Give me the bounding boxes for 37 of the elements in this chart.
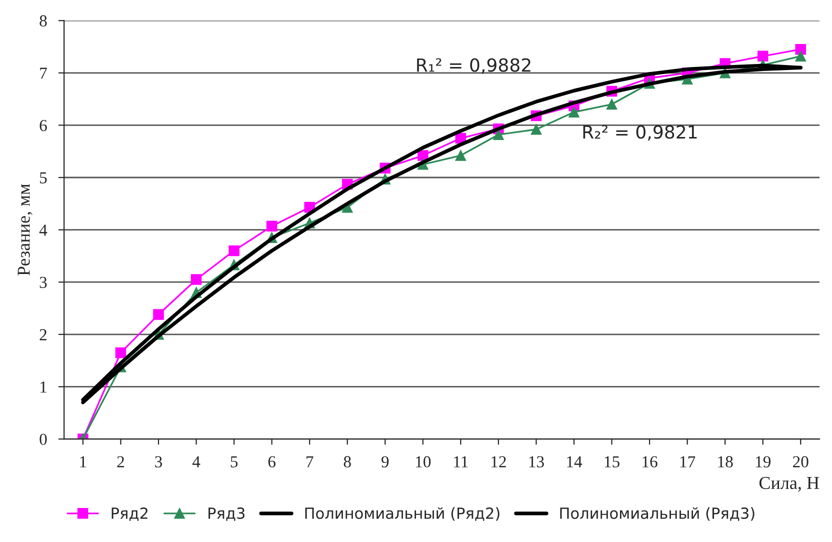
annotation: R₁² = 0,9882 [417,58,530,74]
x-tick-label: 1 [80,456,86,468]
x-tick-label: 15 [604,456,620,468]
y-tick-label: 3 [40,276,47,288]
x-tick-label: 2 [117,456,124,468]
legend-label: Ряд3 [208,507,245,521]
x-tick-label: 3 [155,456,162,468]
y-tick-label: 0 [40,434,47,445]
x-tick-label: 7 [306,456,314,468]
x-tick-label: 19 [756,456,771,468]
x-tick-label: 9 [382,456,389,468]
y-tick-label: 4 [39,224,48,236]
x-tick-label: 8 [344,456,351,468]
x-axis-title: Сила, Н [759,476,819,492]
y-tick-label: 6 [40,120,47,132]
legend-label: Ряд2 [112,507,148,521]
x-tick-label: 5 [230,456,238,468]
x-tick-label: 18 [718,456,733,468]
annotation: R₂² = 0,9821 [583,125,697,141]
x-tick-label: 10 [416,456,431,468]
y-tick-label: 8 [40,15,47,27]
x-tick-label: 11 [454,456,468,468]
x-tick-label: 20 [793,456,808,468]
y-tick-label: 1 [40,381,46,392]
y-tick-label: 5 [40,172,47,184]
y-tick-label: 2 [40,329,46,340]
x-tick-label: 17 [680,456,696,468]
legend-label: Полиномиальный (Ряд3) [560,507,754,521]
x-tick-label: 4 [192,456,200,468]
x-tick-label: 13 [529,456,544,468]
x-tick-label: 16 [642,456,658,468]
y-axis-title: Резание, мм [18,184,32,276]
x-tick-label: 6 [268,456,276,468]
legend-label: Полиномиальный (Ряд2) [305,507,500,521]
x-tick-label: 12 [492,456,506,468]
x-tick-label: 14 [567,456,582,468]
y-tick-label: 7 [40,68,47,79]
